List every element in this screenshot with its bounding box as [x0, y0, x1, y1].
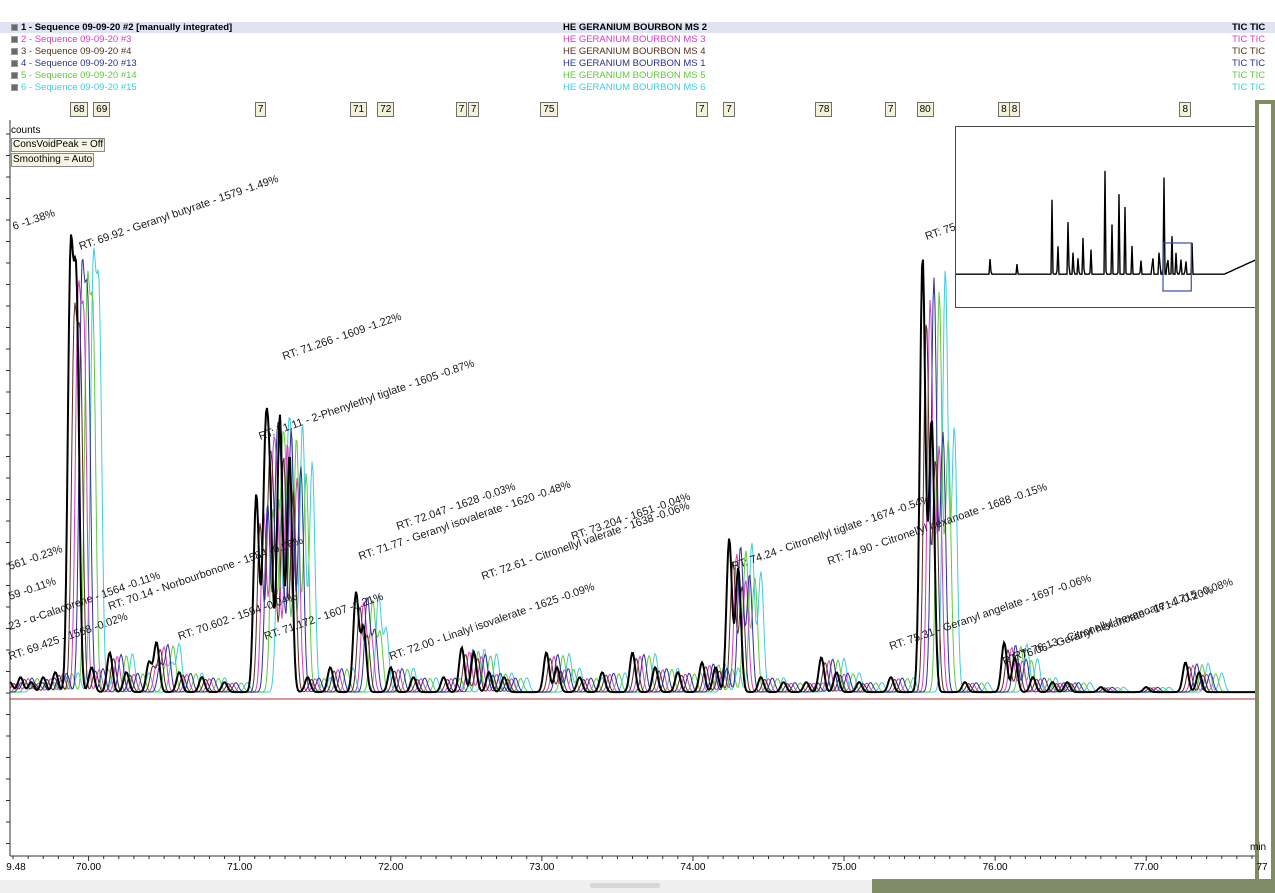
peak-marker[interactable]: 78	[815, 102, 833, 117]
window-top-strip	[0, 0, 1275, 20]
x-axis-tick-labels: 9.48 70.00 71.00 72.00 73.00 74.00 75.00 76.00 7…	[0, 858, 1275, 878]
x-tick-label: 71.00	[227, 862, 253, 873]
legend-trace-name: 1 - Sequence 09-09-20 #2 [manually integ…	[21, 22, 233, 33]
legend-method: HE GERANIUM BOURBON MS 2	[563, 22, 708, 33]
legend-trace-name: 4 - Sequence 09-09-20 #13	[21, 58, 137, 69]
peak-marker[interactable]: 71	[350, 102, 368, 117]
x-tick-label: 9.48	[6, 862, 26, 873]
overview-inset[interactable]	[955, 126, 1271, 308]
legend-method: HE GERANIUM BOURBON MS 5	[563, 70, 706, 81]
x-tick-label: 75.00	[831, 862, 857, 873]
peak-marker[interactable]: 7	[696, 102, 708, 117]
peak-annotation: RT: 76.477 - 1723 -0.02%	[1067, 120, 1192, 123]
legend-row[interactable]: 1 - Sequence 09-09-20 #2 [manually integ…	[0, 22, 1275, 33]
legend-signal-type: TIC TIC	[1232, 22, 1266, 33]
overview-selection-box	[1162, 242, 1192, 292]
legend-row[interactable]: 3 - Sequence 09-09-20 #4 HE GERANIUM BOUR…	[0, 46, 1275, 57]
plot-settings: counts ConsVoidPeak = Off Smoothing = Au…	[11, 125, 106, 167]
legend-method: HE GERANIUM BOURBON MS 1	[563, 58, 706, 69]
trace-properties-icon[interactable]	[11, 24, 18, 31]
peak-marker[interactable]: 7	[884, 102, 897, 117]
overview-chromatogram	[956, 170, 1268, 292]
y-axis-label: counts	[11, 125, 41, 136]
x-tick-label: 77.00	[1133, 862, 1159, 873]
legend-signal-type: TIC TIC	[1232, 70, 1266, 81]
horizontal-scrollbar[interactable]	[0, 880, 872, 893]
legend-method: HE GERANIUM BOURBON MS 4	[563, 46, 706, 57]
peak-marker[interactable]: 8	[1179, 102, 1192, 117]
trace-legend-panel: 1 - Sequence 09-09-20 #2 [manually integ…	[0, 20, 1275, 101]
axes-layer	[6, 120, 1255, 861]
trace-properties-icon[interactable]	[11, 84, 18, 91]
bottom-window-frame	[872, 879, 1275, 893]
peak-marker[interactable]: 7	[455, 102, 468, 117]
x-tick-label: 76.00	[982, 862, 1008, 873]
legend-row[interactable]: 2 - Sequence 09-09-20 #3 HE GERANIUM BOUR…	[0, 34, 1275, 45]
peak-marker[interactable]: 7	[723, 102, 735, 117]
trace-properties-icon[interactable]	[11, 48, 18, 55]
scrollbar-grip[interactable]	[590, 883, 660, 888]
legend-trace-name: 5 - Sequence 09-09-20 #14	[21, 70, 137, 81]
cons-void-peak-setting[interactable]: ConsVoidPeak = Off	[11, 138, 106, 152]
legend-row[interactable]: 4 - Sequence 09-09-20 #13 HE GERANIUM BOU…	[0, 58, 1275, 69]
x-tick-label: 70.00	[76, 862, 102, 873]
x-tick-label: 73.00	[529, 862, 555, 873]
x-tick-label: 72.00	[378, 862, 404, 873]
peak-marker[interactable]: 68	[70, 102, 88, 117]
legend-signal-type: TIC TIC	[1232, 46, 1266, 57]
x-axis-unit: min	[1250, 842, 1267, 853]
chromatogram-trace	[9, 234, 1255, 694]
trace-properties-icon[interactable]	[11, 60, 18, 67]
overview-trace	[956, 170, 1268, 275]
legend-trace-name: 2 - Sequence 09-09-20 #3	[21, 34, 132, 45]
legend-signal-type: TIC TIC	[1232, 34, 1266, 45]
legend-trace-name: 6 - Sequence 09-09-20 #15	[21, 82, 137, 93]
x-tick-label: 74.00	[680, 862, 706, 873]
peak-marker[interactable]: 7	[467, 102, 480, 117]
smoothing-setting[interactable]: Smoothing = Auto	[11, 153, 95, 167]
peak-marker-bar: 68 69 7 71 72 7 7 75 7 7 78 7 80 8 8 8	[0, 100, 1275, 121]
legend-trace-name: 3 - Sequence 09-09-20 #4	[21, 46, 132, 57]
peak-annotation: RT: 77.26	[1185, 120, 1232, 123]
peak-marker[interactable]: 69	[93, 102, 111, 117]
chromatogram-trace	[9, 258, 1255, 693]
legend-signal-type: TIC TIC	[1232, 82, 1266, 93]
peak-marker[interactable]: 72	[377, 102, 395, 117]
legend-row[interactable]: 6 - Sequence 09-09-20 #15 HE GERANIUM BOU…	[0, 82, 1275, 93]
peak-marker[interactable]: 80	[916, 102, 934, 117]
x-tick-label: 77	[1256, 862, 1268, 873]
trace-properties-icon[interactable]	[11, 36, 18, 43]
peak-annotation: RT: 76.380 - 1721 -0.03%	[1053, 120, 1178, 123]
trace-properties-icon[interactable]	[11, 72, 18, 79]
legend-method: HE GERANIUM BOURBON MS 3	[563, 34, 706, 45]
peak-marker[interactable]: 7	[254, 102, 267, 117]
legend-signal-type: TIC TIC	[1232, 58, 1266, 69]
legend-row[interactable]: 5 - Sequence 09-09-20 #14 HE GERANIUM BOU…	[0, 70, 1275, 81]
legend-method: HE GERANIUM BOURBON MS 6	[563, 82, 706, 93]
peak-marker[interactable]: 8	[1008, 102, 1021, 117]
peak-marker[interactable]: 75	[540, 102, 558, 117]
series-layer	[9, 234, 1255, 694]
right-frame-panel	[1259, 104, 1271, 889]
